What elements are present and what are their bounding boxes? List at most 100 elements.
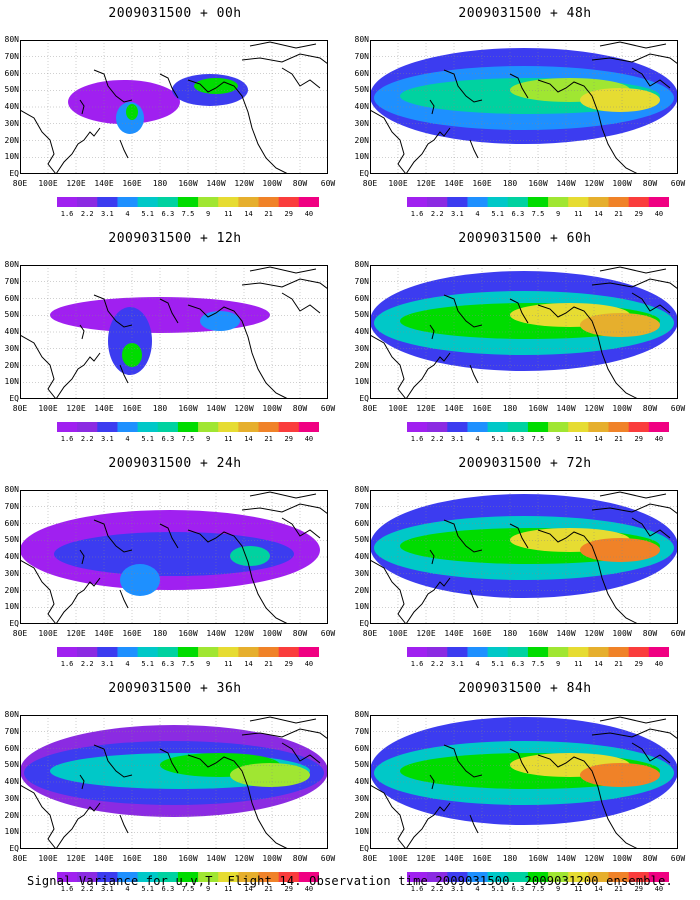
latitude-label: 10N xyxy=(4,827,19,837)
color-swatch xyxy=(218,422,239,432)
color-scale-label: 2.2 xyxy=(430,435,444,443)
color-scale-label: 7.5 xyxy=(181,435,195,443)
color-swatch xyxy=(238,422,260,432)
coastline xyxy=(281,292,321,314)
color-swatch xyxy=(628,647,650,657)
longitude-label: 100W xyxy=(262,854,282,863)
latitude-label: EQ xyxy=(9,619,19,628)
coastline xyxy=(241,503,328,515)
color-scale xyxy=(407,872,669,882)
coastline xyxy=(187,529,289,624)
coastline xyxy=(591,278,678,290)
longitude-label: 160E xyxy=(122,629,142,638)
variance-region xyxy=(580,538,660,562)
variance-map xyxy=(370,490,678,624)
color-swatch xyxy=(568,647,589,657)
variance-map xyxy=(370,715,678,849)
latitude-label: 20N xyxy=(4,585,19,595)
coastline xyxy=(405,352,451,399)
longitude-label: 80E xyxy=(362,629,378,638)
color-scale-label: 40 xyxy=(304,885,314,893)
coastline xyxy=(119,589,129,609)
color-scale-label: 9 xyxy=(556,435,561,443)
color-scale-label: 6.3 xyxy=(511,210,525,218)
color-swatch xyxy=(258,422,280,432)
latitude-label: 30N xyxy=(354,793,369,803)
coastline xyxy=(631,67,671,89)
longitude-label: 120E xyxy=(66,179,86,188)
longitude-label: 160E xyxy=(472,629,492,638)
coastline xyxy=(537,79,639,174)
latitude-label: 60N xyxy=(354,518,369,528)
coastline xyxy=(370,784,407,849)
color-scale-label: 3.1 xyxy=(101,210,114,218)
color-scale-label: 11 xyxy=(224,885,233,893)
coastline xyxy=(591,53,678,65)
longitude-label: 120W xyxy=(234,404,254,413)
color-scale-label: 2.2 xyxy=(80,885,94,893)
coastline xyxy=(93,294,133,328)
latitude-label: EQ xyxy=(359,394,369,403)
color-scale-label: 5.1 xyxy=(491,435,505,443)
color-swatch xyxy=(298,422,319,432)
color-scale-label: 7.5 xyxy=(531,885,545,893)
latitude-label: EQ xyxy=(359,844,369,853)
color-scale-label: 3.1 xyxy=(451,885,464,893)
latitude-label: 30N xyxy=(354,118,369,128)
color-scale-label: 5.1 xyxy=(141,660,155,668)
color-scale-label: 29 xyxy=(634,660,643,668)
coastline xyxy=(55,127,101,174)
color-scale-label: 6.3 xyxy=(161,660,175,668)
color-scale-label: 1.6 xyxy=(410,660,424,668)
latitude-label: 70N xyxy=(354,276,369,286)
color-swatch xyxy=(487,647,509,657)
longitude-label: 100W xyxy=(612,404,632,413)
latitude-label: 50N xyxy=(4,85,19,95)
coastline xyxy=(370,109,407,174)
longitude-label: 120E xyxy=(416,404,436,413)
longitude-label: 180 xyxy=(152,404,168,413)
coastline xyxy=(537,754,639,849)
color-swatch xyxy=(258,872,280,882)
longitude-label: 60W xyxy=(320,854,336,863)
coastline xyxy=(429,549,435,565)
color-scale-label: 21 xyxy=(614,435,623,443)
color-swatch xyxy=(97,197,118,207)
coastline xyxy=(429,774,435,790)
variance-map xyxy=(20,40,328,174)
coastline xyxy=(55,802,101,849)
latitude-label: EQ xyxy=(9,394,19,403)
color-swatch xyxy=(117,872,139,882)
longitude-label: 140E xyxy=(94,629,114,638)
color-scale-label: 1.6 xyxy=(60,435,74,443)
longitude-label: 120E xyxy=(66,629,86,638)
longitude-label: 100E xyxy=(388,854,408,863)
longitude-label: 60W xyxy=(670,179,686,188)
color-scale xyxy=(57,647,319,657)
color-scale-label: 29 xyxy=(284,210,293,218)
coastline xyxy=(537,304,639,399)
color-swatch xyxy=(467,422,489,432)
color-swatch xyxy=(57,422,78,432)
coastline xyxy=(469,814,479,834)
color-scale-label: 7.5 xyxy=(181,660,195,668)
color-scale-label: 6.3 xyxy=(161,435,175,443)
color-scale-label: 40 xyxy=(304,210,314,218)
longitude-label: 80W xyxy=(642,629,658,638)
color-scale-label: 9 xyxy=(206,660,211,668)
latitude-label: 10N xyxy=(4,152,19,162)
color-scale-label: 21 xyxy=(614,210,623,218)
longitude-label: 80W xyxy=(292,629,308,638)
coastline xyxy=(469,589,479,609)
color-swatch xyxy=(218,872,239,882)
color-swatch xyxy=(427,872,448,882)
panel-title: 2009031500 + 84h xyxy=(458,681,592,696)
color-swatch xyxy=(548,872,569,882)
color-scale-label: 5.1 xyxy=(491,660,505,668)
color-scale-label: 11 xyxy=(574,660,583,668)
coastline xyxy=(20,784,57,849)
color-scale-label: 4 xyxy=(125,885,130,893)
latitude-label: 10N xyxy=(354,152,369,162)
color-scale-label: 1.6 xyxy=(60,210,74,218)
color-swatch xyxy=(608,872,630,882)
